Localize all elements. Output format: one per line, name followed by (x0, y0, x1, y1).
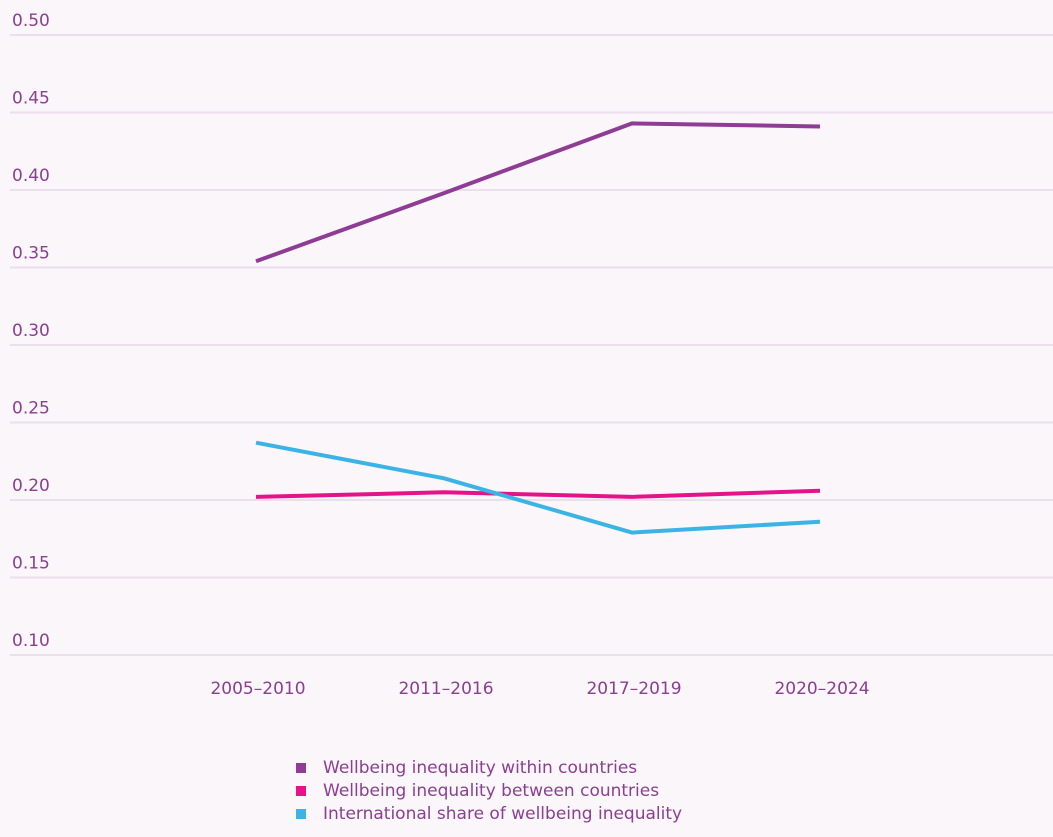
series-line-1 (255, 488, 821, 499)
x-tick-label: 2011–2016 (398, 679, 493, 699)
gridlines (10, 34, 1053, 656)
y-tick-label: 0.45 (12, 89, 50, 109)
legend-label-between: Wellbeing inequality between countries (323, 780, 660, 801)
legend-label-within: Wellbeing inequality within countries (323, 757, 638, 778)
y-tick-label: 0.20 (12, 476, 50, 496)
series-line-0 (255, 121, 821, 264)
x-tick-label: 2017–2019 (586, 679, 681, 699)
y-tick-label: 0.10 (12, 631, 50, 651)
y-tick-label: 0.35 (12, 244, 50, 264)
x-axis-ticks: 2005–2010 2011–2016 2017–2019 2020–2024 (210, 679, 869, 699)
y-tick-label: 0.40 (12, 166, 50, 186)
y-tick-label: 0.15 (12, 554, 50, 574)
legend-item-international: International share of wellbeing inequal… (296, 802, 682, 825)
x-tick-label: 2005–2010 (210, 679, 305, 699)
legend-swatch-within (296, 762, 306, 773)
legend: Wellbeing inequality within countries We… (296, 756, 682, 825)
legend-item-between: Wellbeing inequality between countries (296, 779, 682, 802)
x-tick-label: 2020–2024 (774, 679, 869, 699)
y-tick-label: 0.25 (12, 399, 50, 419)
series-line-2 (255, 440, 821, 535)
legend-swatch-international (296, 808, 306, 819)
y-tick-label: 0.30 (12, 321, 50, 341)
legend-label-international: International share of wellbeing inequal… (323, 803, 683, 824)
series-lines (255, 121, 821, 535)
y-axis-ticks: 0.10 0.15 0.20 0.25 0.30 0.35 0.40 0.45 0.50 (12, 11, 50, 651)
legend-item-within: Wellbeing inequality within countries (296, 756, 682, 779)
legend-swatch-between (296, 785, 306, 796)
line-chart: 0.10 0.15 0.20 0.25 0.30 0.35 0.40 0.45 0.50 200… (10, 11, 1053, 699)
y-tick-label: 0.50 (12, 11, 50, 31)
